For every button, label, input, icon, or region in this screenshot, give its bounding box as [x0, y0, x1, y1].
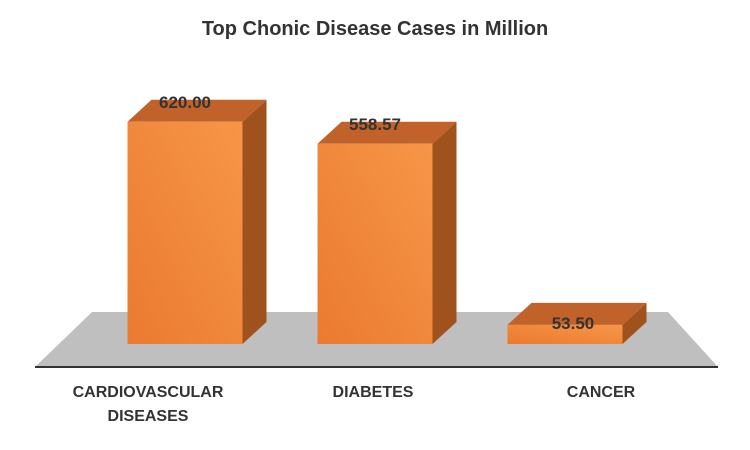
bar-side-1 [432, 121, 457, 344]
bar-top-0 [127, 99, 267, 122]
bar-1 [317, 121, 457, 344]
bar-side-2 [622, 302, 647, 344]
bar-front-1 [317, 143, 433, 344]
data-label-2: 53.50 [552, 314, 595, 333]
bar-side-0 [242, 99, 267, 344]
bar-top-1 [317, 121, 457, 144]
category-label-0: CARDIOVASCULAR DISEASES [72, 384, 224, 425]
category-label-1: DIABETES [332, 384, 414, 401]
bar-0 [127, 99, 267, 344]
data-label-0: 620.00 [159, 93, 211, 112]
bar-top-2 [507, 302, 647, 325]
bar-front-2 [507, 324, 623, 344]
bars-layer: 620.00 558.57 53.50 [127, 93, 647, 344]
chart-title: Top Chonic Disease Cases in Million [201, 18, 549, 40]
bar-front-0 [127, 121, 243, 344]
data-label-1: 558.57 [349, 115, 401, 134]
bar-2 [507, 302, 647, 344]
category-label-2: CANCER [566, 384, 636, 401]
